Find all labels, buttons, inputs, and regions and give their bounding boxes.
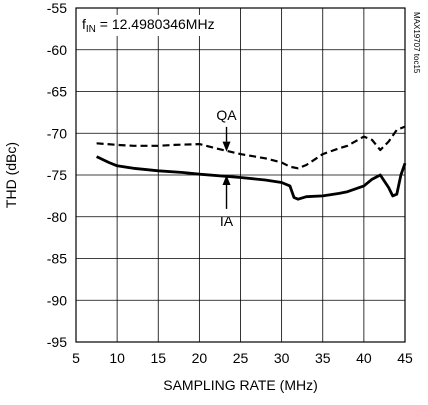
series-line-qa xyxy=(96,125,406,170)
figure-id: MAX19707 toc15 xyxy=(412,12,421,74)
annotation-arrow-head xyxy=(222,175,231,185)
x-tick-label: 35 xyxy=(315,350,331,366)
annotation-label-ia: IA xyxy=(220,213,234,229)
series-lines xyxy=(95,125,407,201)
y-tick-label: -95 xyxy=(47,334,67,350)
x-tick-labels: 5 10 15 20 25 30 35 40 45 xyxy=(72,350,413,366)
x-tick-label: 5 xyxy=(72,350,80,366)
annotation-label-qa: QA xyxy=(216,107,237,123)
y-axis-title: THD (dBc) xyxy=(3,142,19,208)
y-tick-label: -85 xyxy=(47,251,67,267)
y-tick-label: -65 xyxy=(47,84,67,100)
y-tick-label: -70 xyxy=(47,125,67,141)
x-tick-label: 20 xyxy=(192,350,208,366)
x-tick-label: 10 xyxy=(109,350,125,366)
condition-label-subscript: IN xyxy=(86,24,96,35)
x-tick-label: 45 xyxy=(397,350,413,366)
condition-label-prefix: f xyxy=(82,16,86,32)
condition-label: fIN = 12.4980346MHz xyxy=(79,15,218,36)
grid xyxy=(76,8,405,342)
annotation-arrow-head xyxy=(222,141,231,152)
condition-label-text: fIN = 12.4980346MHz xyxy=(82,16,215,35)
condition-label-value: = 12.4980346MHz xyxy=(96,16,215,32)
x-tick-label: 40 xyxy=(356,350,372,366)
y-tick-label: -90 xyxy=(47,292,67,308)
y-tick-labels: -55 -60 -65 -70 -75 -80 -85 -90 -95 xyxy=(47,0,67,350)
x-axis-title: SAMPLING RATE (MHz) xyxy=(163,377,318,393)
y-tick-label: -75 xyxy=(47,167,67,183)
y-tick-label: -60 xyxy=(47,42,67,58)
x-tick-label: 30 xyxy=(274,350,290,366)
series-line-ia xyxy=(95,155,407,201)
x-tick-label: 25 xyxy=(233,350,249,366)
y-tick-label: -55 xyxy=(47,0,67,16)
x-tick-label: 15 xyxy=(150,350,166,366)
plot-frame xyxy=(75,7,406,343)
annotations: QA IA xyxy=(216,107,237,229)
y-tick-label: -80 xyxy=(47,209,67,225)
